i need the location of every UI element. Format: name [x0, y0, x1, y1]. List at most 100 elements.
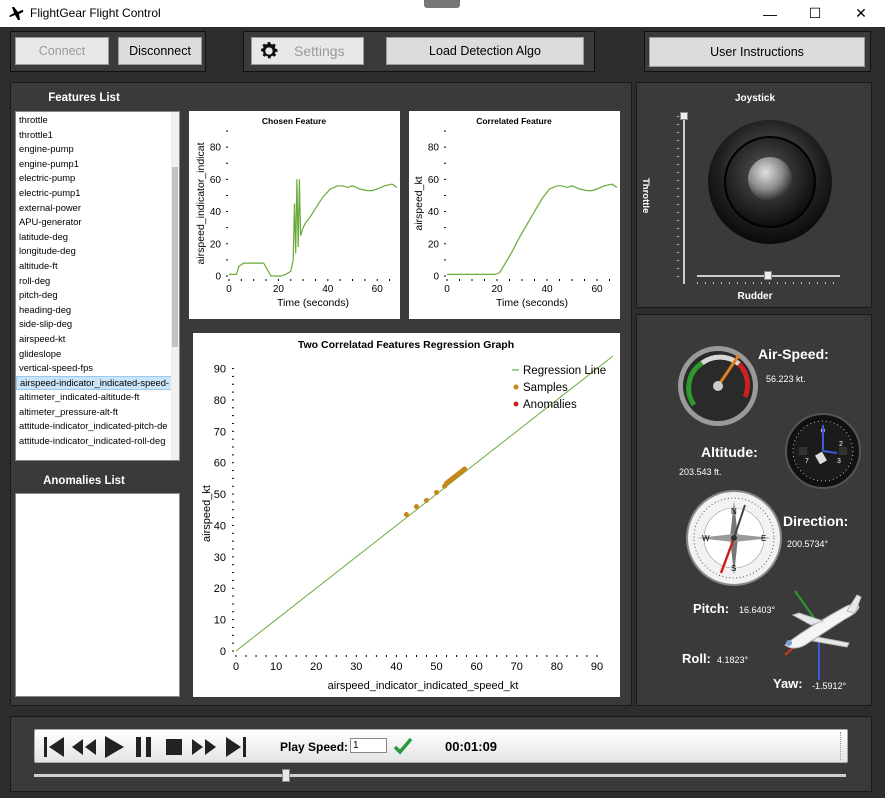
features-scrollbar[interactable] — [171, 112, 179, 460]
legend-label: Samples — [523, 382, 568, 394]
play-icon — [105, 736, 124, 758]
feature-list-item[interactable]: altimeter_pressure-alt-ft — [19, 405, 118, 417]
y-tick-label: 70 — [214, 426, 226, 438]
joystick-knob[interactable] — [705, 117, 835, 247]
roll-label: Roll: — [682, 651, 711, 666]
play-speed-input[interactable] — [350, 738, 387, 753]
checkmark-icon[interactable] — [393, 736, 413, 756]
gear-icon — [261, 42, 278, 59]
sample-point — [462, 466, 468, 472]
media-toolbar: Play Speed: 00:01:09 — [34, 729, 848, 763]
drag-grip[interactable] — [424, 0, 460, 8]
feature-list-item[interactable]: electric-pump — [19, 172, 76, 184]
y-tick-label: 0 — [215, 272, 221, 283]
feature-list-item[interactable]: external-power — [19, 201, 82, 213]
feature-list-item[interactable]: attitude-indicator_indicated-roll-deg — [19, 435, 166, 447]
compass-icon: N E S W — [686, 490, 782, 586]
rudder-label: Rudder — [737, 291, 773, 302]
connect-button[interactable]: Connect — [15, 37, 109, 65]
y-tick-label: 20 — [210, 239, 222, 250]
features-list[interactable]: throttle throttle1 engine-pump engine-pump1… — [15, 111, 180, 461]
svg-text:7: 7 — [805, 458, 809, 465]
skip-to-start-button[interactable] — [41, 734, 67, 760]
rewind-button[interactable] — [71, 734, 97, 760]
pause-button[interactable] — [131, 734, 157, 760]
feature-list-item[interactable]: throttle — [19, 114, 48, 125]
skip-to-end-button[interactable] — [223, 734, 249, 760]
x-tick-label: 30 — [350, 661, 362, 673]
media-bar-scroll[interactable] — [840, 732, 845, 760]
rudder-knob[interactable] — [764, 271, 772, 280]
airplane-attitude-icon — [784, 590, 862, 680]
pitch-value: 16.6403° — [739, 605, 776, 615]
feature-list-item[interactable]: attitude-indicator_indicated-pitch-de — [19, 420, 168, 432]
throttle-slider[interactable] — [677, 112, 688, 284]
help-group: User Instructions — [644, 31, 871, 72]
legend-label: Regression Line — [523, 365, 606, 377]
close-button[interactable]: ✕ — [855, 5, 867, 21]
sample-point — [413, 504, 419, 510]
feature-list-item[interactable]: airspeed-indicator_indicated-speed- — [16, 375, 179, 391]
load-detection-algo-button[interactable]: Load Detection Algo — [386, 37, 584, 65]
feature-list-item[interactable]: airspeed-kt — [19, 332, 66, 344]
scroll-thumb[interactable] — [172, 167, 178, 347]
feature-list-item[interactable]: longitude-deg — [19, 245, 76, 257]
x-tick-label: 40 — [322, 284, 334, 295]
settings-label: Settings — [294, 43, 345, 59]
feature-list-item[interactable]: engine-pump — [19, 143, 74, 155]
feature-list-item[interactable]: throttle1 — [19, 128, 53, 140]
x-tick-label: 80 — [551, 661, 563, 673]
playback-timeline[interactable] — [34, 769, 846, 782]
legend-label: Anomalies — [523, 399, 577, 411]
feature-list-item[interactable]: roll-deg — [19, 274, 51, 286]
anomalies-list[interactable] — [15, 493, 180, 697]
feature-list-item[interactable]: pitch-deg — [19, 289, 58, 301]
timeline-knob[interactable] — [281, 769, 290, 782]
series-line — [229, 179, 398, 277]
y-tick-label: 20 — [214, 583, 226, 595]
feature-list-item[interactable]: side-slip-deg — [19, 318, 73, 330]
rewind-icon — [72, 739, 96, 755]
feature-list-item[interactable]: electric-pump1 — [19, 186, 81, 198]
y-tick-label: 90 — [214, 364, 226, 376]
y-tick-label: 0 — [220, 646, 226, 658]
throttle-label: Throttle — [640, 178, 651, 214]
regression-plot: Two Correlatad Features Regression Graph… — [201, 339, 614, 692]
feature-list-item[interactable]: glideslope — [19, 347, 62, 359]
y-tick-label: 80 — [214, 395, 226, 407]
chosen-feature-chart: Chosen Feature 0 20 40 60 80 0 20 40 60 Time (seco… — [189, 111, 400, 319]
chart-title: Two Correlatad Features Regression Graph — [298, 339, 514, 351]
feature-list-item[interactable]: APU-generator — [19, 216, 82, 228]
user-instructions-button[interactable]: User Instructions — [649, 37, 865, 67]
play-button[interactable] — [101, 734, 127, 760]
x-tick-label: 20 — [310, 661, 322, 673]
airspeed-gauge-icon — [678, 346, 758, 426]
x-tick-label: 70 — [511, 661, 523, 673]
feature-list-item[interactable]: altitude-ft — [19, 259, 58, 271]
x-tick-label: 0 — [444, 284, 450, 295]
feature-list-item[interactable]: vertical-speed-fps — [19, 362, 93, 374]
y-tick-label: 80 — [428, 143, 440, 154]
disconnect-button[interactable]: Disconnect — [118, 37, 202, 65]
y-tick-label: 20 — [428, 239, 440, 250]
feature-list-item[interactable]: heading-deg — [19, 303, 72, 315]
x-tick-label: 40 — [390, 661, 402, 673]
throttle-knob[interactable] — [680, 112, 688, 120]
rudder-slider[interactable] — [697, 271, 840, 284]
feature-list-item[interactable]: altimeter_indicated-altitude-ft — [19, 391, 140, 403]
compass-w: W — [702, 534, 710, 543]
altitude-value: 203.543 ft. — [679, 467, 722, 477]
regression-chart: Two Correlatad Features Regression Graph… — [193, 333, 620, 697]
feature-list-item[interactable]: engine-pump1 — [19, 157, 79, 169]
maximize-button[interactable]: ☐ — [808, 5, 822, 21]
minimize-button[interactable]: — — [763, 5, 777, 22]
anomalies-list-title: Anomalies List — [43, 475, 125, 487]
x-tick-label: 60 — [372, 284, 384, 295]
feature-list-item[interactable]: latitude-deg — [19, 230, 68, 242]
instruments-panel: Air-Speed: 56.223 kt. 0 2 3 7 Altitude: … — [636, 314, 872, 706]
joystick-panel: Joystick Throttle Rudder — [636, 82, 872, 308]
settings-button[interactable]: Settings — [251, 37, 364, 65]
features-list-title: Features List — [48, 92, 120, 104]
fast-forward-button[interactable] — [191, 734, 217, 760]
stop-button[interactable] — [161, 734, 187, 760]
